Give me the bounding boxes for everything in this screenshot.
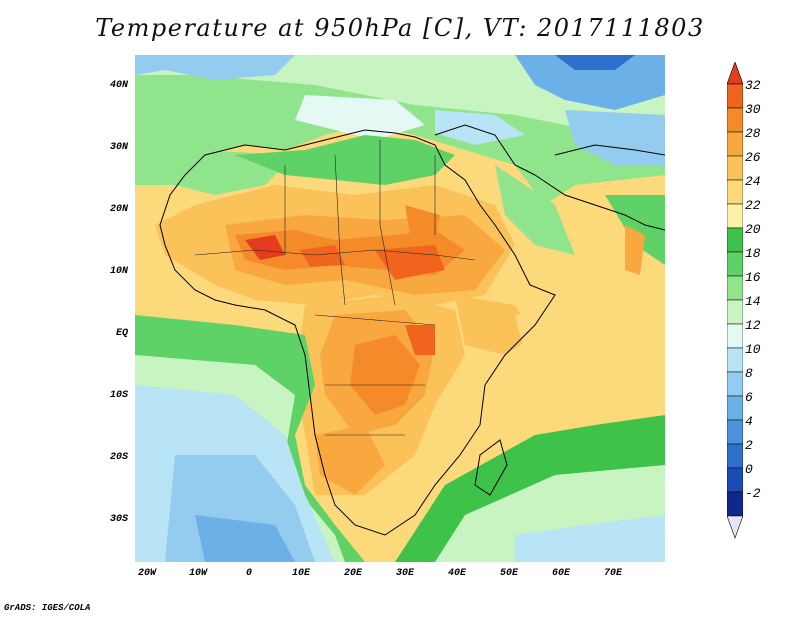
colorbar-label: 16	[745, 270, 761, 285]
colorbar-label: -2	[745, 486, 761, 501]
colorbar-segment	[727, 491, 743, 517]
lat-label: 30N	[109, 142, 128, 153]
colorbar-segment	[727, 227, 743, 253]
colorbar-label: 12	[745, 318, 761, 333]
colorbar-label: 18	[745, 246, 761, 261]
colorbar-segment	[727, 179, 743, 205]
colorbar-label: 2	[745, 438, 753, 453]
lat-label: 20N	[109, 204, 128, 215]
lat-label: 20S	[109, 452, 128, 463]
lon-label: 50E	[499, 568, 518, 579]
colorbar-segment	[727, 443, 743, 469]
colorbar-arrow-bottom	[727, 515, 743, 539]
colorbar-label: 24	[745, 174, 761, 189]
lon-label: 70E	[603, 568, 622, 579]
colorbar-segment	[727, 419, 743, 445]
credit-text: GrADS: IGES/COLA	[4, 603, 91, 613]
colorbar-segment	[727, 155, 743, 181]
colorbar-label: 26	[745, 150, 761, 165]
lon-label: 0	[245, 568, 252, 579]
chart-title: Temperature at 950hPa [C], VT: 201711180…	[95, 14, 705, 42]
lon-label: 30E	[395, 568, 414, 579]
colorbar-label: 20	[745, 222, 761, 237]
colorbar-arrow-top	[727, 62, 743, 85]
colorbar-segment	[727, 203, 743, 229]
lat-label: 30S	[109, 514, 128, 525]
lat-label: EQ	[115, 328, 128, 339]
colorbar-segment	[727, 83, 743, 109]
colorbar	[727, 62, 743, 539]
colorbar-label: 0	[745, 462, 753, 477]
colorbar-segment	[727, 251, 743, 277]
colorbar-label: 4	[745, 414, 753, 429]
colorbar-segment	[727, 395, 743, 421]
lon-label: 60E	[551, 568, 570, 579]
lon-label: 10W	[188, 568, 207, 579]
colorbar-label: 14	[745, 294, 761, 309]
colorbar-segment	[727, 371, 743, 397]
colorbar-segment	[727, 467, 743, 493]
lon-label: 20E	[343, 568, 362, 579]
colorbar-label: 6	[745, 390, 753, 405]
lon-label: 10E	[291, 568, 310, 579]
colorbar-label: 22	[745, 198, 761, 213]
colorbar-segment	[727, 299, 743, 325]
colorbar-label: 28	[745, 126, 761, 141]
colorbar-segment	[727, 107, 743, 133]
colorbar-label: 10	[745, 342, 761, 357]
lat-label: 10N	[109, 266, 128, 277]
lon-label: 40E	[447, 568, 466, 579]
colorbar-segment	[727, 347, 743, 373]
lon-label: 20W	[137, 568, 156, 579]
colorbar-segment	[727, 275, 743, 301]
colorbar-label: 32	[745, 78, 761, 93]
temperature-map	[135, 55, 665, 562]
colorbar-label: 8	[745, 366, 753, 381]
lat-label: 10S	[109, 390, 128, 401]
colorbar-segment	[727, 131, 743, 157]
colorbar-segment	[727, 323, 743, 349]
lat-label: 40N	[109, 80, 128, 91]
colorbar-label: 30	[745, 102, 761, 117]
